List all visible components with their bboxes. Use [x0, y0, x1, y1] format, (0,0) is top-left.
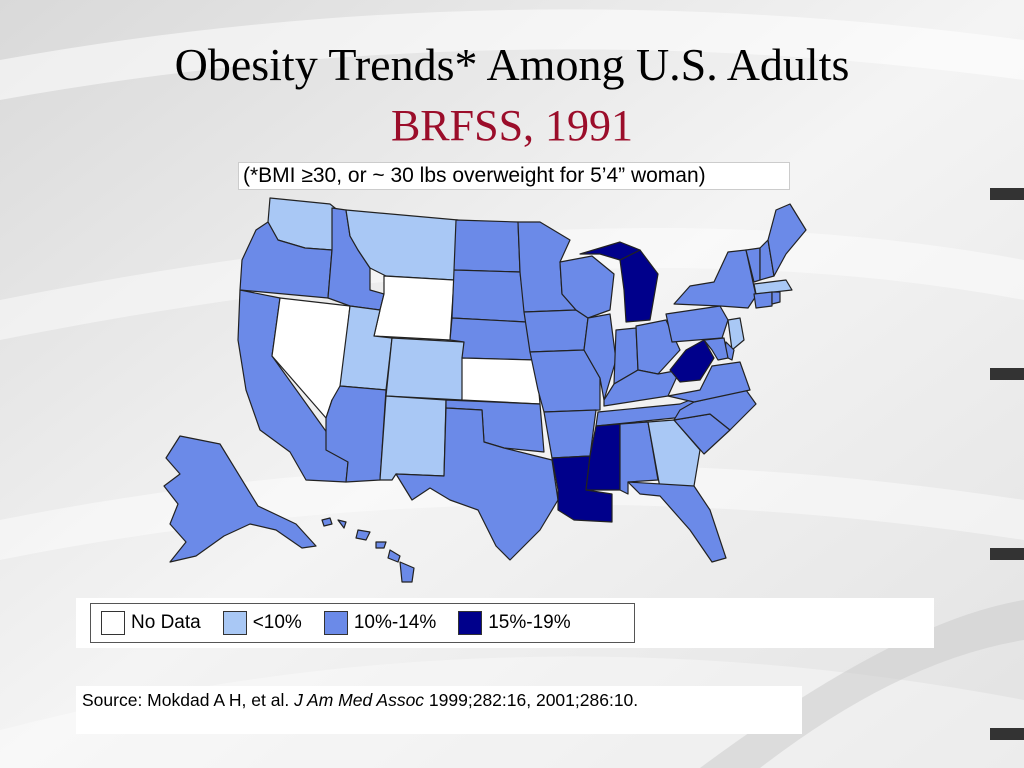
state-ms: [585, 423, 621, 491]
state-ct: [753, 291, 773, 309]
legend-item: No Data: [101, 611, 201, 635]
state-tx: [395, 407, 559, 561]
state-nc: [673, 389, 757, 431]
legend-label: 10%-14%: [353, 612, 437, 633]
legend-item: 15%-19%: [458, 611, 571, 635]
state-nm: [379, 395, 447, 481]
bmi-definition-note: (*BMI ≥30, or ~ 30 lbs overweight for 5’…: [238, 162, 790, 190]
state-ky: [603, 369, 681, 407]
slide-subtitle-year: BRFSS, 1991: [390, 101, 634, 150]
legend-item: 10%-14%: [323, 611, 437, 635]
state-fl: [627, 481, 727, 563]
legend-swatch: [222, 611, 247, 635]
source-suffix: 1999;282:16, 2001;286:10.: [424, 690, 639, 710]
state-co: [385, 337, 465, 401]
source-citation: Source: Mokdad A H, et al. J Am Med Asso…: [76, 686, 802, 734]
state-pa: [665, 305, 729, 343]
legend-swatch: [458, 611, 483, 635]
legend-label: No Data: [131, 612, 201, 633]
state-md: [703, 337, 729, 361]
state-oh: [635, 319, 681, 375]
state-va: [667, 361, 751, 403]
state-ne: [449, 317, 535, 361]
legend-swatch: [323, 611, 348, 635]
state-hi: [321, 517, 415, 583]
state-mi: [579, 241, 641, 261]
us-obesity-map: [163, 197, 807, 583]
state-ar: [543, 409, 597, 459]
legend-label: 15%-19%: [488, 612, 571, 633]
source-journal: J Am Med Assoc: [294, 690, 425, 710]
state-ak: [163, 435, 317, 563]
source-prefix: Source: Mokdad A H, et al.: [82, 690, 295, 710]
state-ny: [673, 249, 757, 309]
state-ks: [461, 357, 541, 405]
slide-title: Obesity Trends* Among U.S. Adults: [174, 39, 850, 90]
state-mi: [619, 249, 659, 323]
state-nd: [453, 219, 521, 273]
map-legend: No Data <10% 10%-14% 15%-19%: [90, 603, 635, 643]
state-ia: [523, 309, 589, 353]
state-ri: [771, 291, 781, 305]
legend-label: <10%: [252, 612, 302, 633]
state-wi: [559, 255, 615, 319]
state-ga: [647, 419, 701, 489]
state-me: [767, 203, 807, 277]
legend-swatch: [101, 611, 125, 635]
legend-item: <10%: [222, 611, 302, 635]
state-wy: [373, 275, 455, 341]
state-sd: [451, 269, 527, 323]
state-wv: [669, 339, 715, 383]
legend-panel: No Data <10% 10%-14% 15%-19%: [76, 598, 934, 648]
state-ma: [753, 279, 793, 295]
state-nj: [727, 317, 745, 351]
